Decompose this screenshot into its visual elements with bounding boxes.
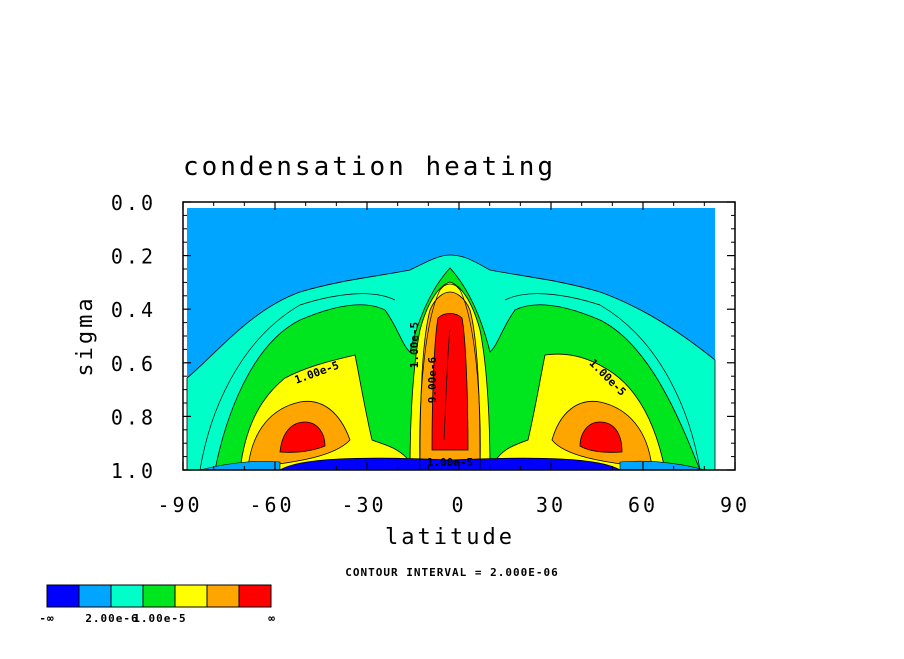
contour-line	[443, 329, 451, 441]
y-tick-label: 0.8	[111, 405, 156, 429]
colorbar-label: 1.00e-5	[133, 612, 186, 625]
contour-label: 9.00e-6	[426, 356, 439, 403]
y-tick-label: 0.0	[111, 191, 156, 215]
contour-interval-text: CONTOUR INTERVAL = 2.000E-06	[345, 566, 558, 579]
colorbar-swatch	[142, 584, 176, 608]
chart-title: condensation heating	[183, 152, 556, 182]
contour-fill-level-4	[279, 421, 326, 453]
colorbar-label: 2.00e-6	[85, 612, 138, 625]
x-tick-label: -60	[249, 493, 294, 517]
y-axis-label: sigma	[73, 295, 98, 376]
colorbar-swatch	[78, 584, 112, 608]
contour-label: 1.00e-5	[408, 322, 421, 368]
contour-fill-level-4	[579, 421, 623, 453]
y-tick-label: 1.0	[111, 459, 156, 483]
contour-lines	[199, 283, 701, 471]
colorbar-swatch	[46, 584, 80, 608]
contour-fill-level-4	[431, 313, 469, 451]
contour-fill-negative-edge-left	[199, 460, 281, 471]
axis-ticks	[182, 201, 736, 471]
contour-line	[504, 293, 701, 471]
colorbar-swatch	[238, 584, 272, 608]
colorbar-label: ∞	[268, 612, 276, 625]
contour-line	[199, 293, 396, 471]
y-tick-label: 0.4	[111, 298, 156, 322]
x-tick-label: 90	[720, 493, 750, 517]
contour-line	[419, 283, 481, 471]
contour-label: 1.00e-5	[427, 456, 473, 469]
contour-fills	[186, 254, 716, 471]
x-tick-labels: -90 -60 -30 0 30 60 90	[157, 493, 750, 517]
x-tick-label: 60	[628, 493, 658, 517]
y-tick-labels: 0.0 0.2 0.4 0.6 0.8 1.0	[111, 191, 156, 483]
x-tick-label: 0	[451, 493, 466, 517]
x-tick-label: 30	[536, 493, 566, 517]
x-tick-label: -30	[341, 493, 386, 517]
y-tick-label: 0.6	[111, 352, 156, 376]
colorbar	[46, 584, 272, 608]
colorbar-swatch	[206, 584, 240, 608]
contour-fill-negative	[278, 457, 622, 471]
x-tick-label: -90	[157, 493, 202, 517]
y-tick-label: 0.2	[111, 245, 156, 269]
colorbar-labels: -∞ 2.00e-61.00e-5 ∞	[39, 612, 276, 625]
colorbar-label: -∞	[39, 612, 54, 625]
colorbar-swatch	[174, 584, 208, 608]
x-axis-label: latitude	[385, 525, 515, 550]
colorbar-swatch	[110, 584, 144, 608]
